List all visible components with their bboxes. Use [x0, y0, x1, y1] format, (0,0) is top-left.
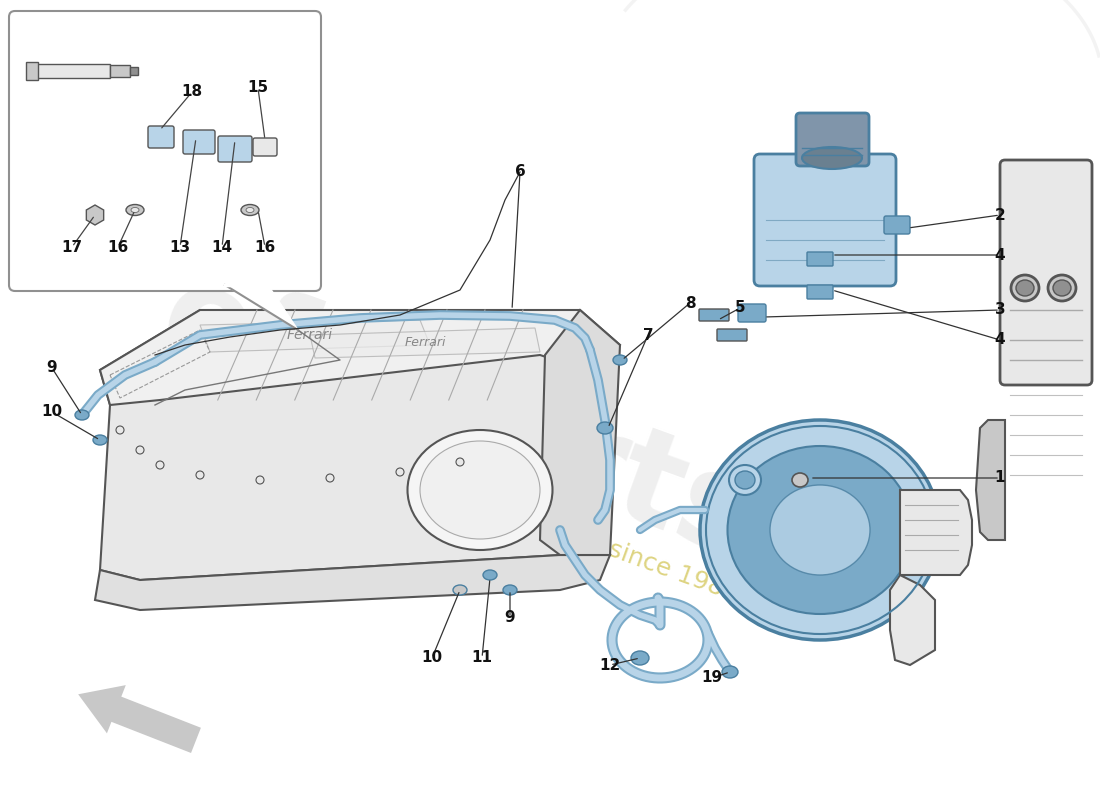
Bar — [26, 62, 39, 80]
Text: 16: 16 — [108, 239, 129, 254]
Ellipse shape — [770, 485, 870, 575]
FancyBboxPatch shape — [796, 113, 869, 166]
Ellipse shape — [75, 410, 89, 420]
Ellipse shape — [196, 471, 204, 479]
Ellipse shape — [631, 651, 649, 665]
FancyBboxPatch shape — [884, 216, 910, 234]
FancyBboxPatch shape — [807, 285, 833, 299]
Text: Ferrari: Ferrari — [287, 328, 333, 342]
Text: 8: 8 — [684, 295, 695, 310]
Polygon shape — [100, 310, 620, 405]
Bar — [110, 65, 130, 77]
Ellipse shape — [131, 207, 139, 213]
FancyBboxPatch shape — [9, 11, 321, 291]
Text: 18: 18 — [182, 85, 202, 99]
Text: 12: 12 — [600, 658, 620, 673]
Text: 14: 14 — [211, 239, 232, 254]
Ellipse shape — [1048, 275, 1076, 301]
Text: 10: 10 — [421, 650, 442, 666]
Polygon shape — [226, 285, 298, 330]
Ellipse shape — [1053, 280, 1071, 296]
FancyBboxPatch shape — [698, 309, 729, 321]
Text: 3: 3 — [994, 302, 1005, 318]
Ellipse shape — [483, 570, 497, 580]
Text: 5: 5 — [735, 301, 746, 315]
Polygon shape — [900, 490, 972, 575]
Text: Ferrari: Ferrari — [405, 335, 446, 349]
Ellipse shape — [326, 474, 334, 482]
Text: 10: 10 — [42, 405, 63, 419]
FancyBboxPatch shape — [218, 136, 252, 162]
FancyBboxPatch shape — [253, 138, 277, 156]
Ellipse shape — [241, 205, 258, 215]
Ellipse shape — [1016, 280, 1034, 296]
FancyBboxPatch shape — [148, 126, 174, 148]
Text: 1985: 1985 — [1004, 176, 1075, 204]
FancyBboxPatch shape — [1000, 160, 1092, 385]
Text: 9: 9 — [505, 610, 515, 626]
Ellipse shape — [700, 420, 940, 640]
Text: 2: 2 — [994, 207, 1005, 222]
Ellipse shape — [453, 585, 468, 595]
Text: 19: 19 — [702, 670, 723, 686]
Polygon shape — [540, 310, 620, 555]
Text: 9: 9 — [46, 361, 57, 375]
Polygon shape — [100, 310, 560, 580]
Ellipse shape — [729, 465, 761, 495]
FancyBboxPatch shape — [717, 329, 747, 341]
Ellipse shape — [1011, 275, 1040, 301]
Ellipse shape — [802, 147, 862, 169]
Text: 15: 15 — [248, 81, 268, 95]
Polygon shape — [976, 420, 1005, 540]
Text: 4: 4 — [994, 247, 1005, 262]
Ellipse shape — [613, 355, 627, 365]
Text: 4: 4 — [994, 333, 1005, 347]
Ellipse shape — [597, 422, 613, 434]
Ellipse shape — [503, 585, 517, 595]
Ellipse shape — [116, 426, 124, 434]
Polygon shape — [890, 575, 935, 665]
Ellipse shape — [420, 441, 540, 539]
FancyBboxPatch shape — [738, 304, 766, 322]
Text: efeparts: efeparts — [144, 253, 777, 587]
Polygon shape — [310, 328, 540, 358]
Polygon shape — [200, 320, 430, 352]
Ellipse shape — [456, 458, 464, 466]
Text: 11: 11 — [472, 650, 493, 666]
FancyBboxPatch shape — [807, 252, 833, 266]
FancyArrow shape — [80, 686, 199, 752]
Bar — [30, 64, 110, 78]
Ellipse shape — [156, 461, 164, 469]
FancyBboxPatch shape — [183, 130, 215, 154]
Bar — [130, 67, 138, 75]
Ellipse shape — [136, 446, 144, 454]
Ellipse shape — [722, 666, 738, 678]
Text: 17: 17 — [62, 239, 82, 254]
Polygon shape — [86, 205, 103, 225]
FancyBboxPatch shape — [754, 154, 896, 286]
Ellipse shape — [126, 205, 144, 215]
Text: 1: 1 — [994, 470, 1005, 486]
Ellipse shape — [246, 207, 254, 213]
Text: 16: 16 — [254, 239, 276, 254]
Ellipse shape — [735, 471, 755, 489]
Ellipse shape — [256, 476, 264, 484]
Ellipse shape — [727, 446, 913, 614]
Polygon shape — [95, 555, 611, 610]
Ellipse shape — [94, 435, 107, 445]
Ellipse shape — [792, 473, 808, 487]
Text: a passion for parts since 1985: a passion for parts since 1985 — [378, 454, 741, 606]
Text: 6: 6 — [515, 165, 526, 179]
Text: 13: 13 — [169, 239, 190, 254]
Ellipse shape — [396, 468, 404, 476]
Ellipse shape — [407, 430, 552, 550]
Text: 7: 7 — [642, 327, 653, 342]
